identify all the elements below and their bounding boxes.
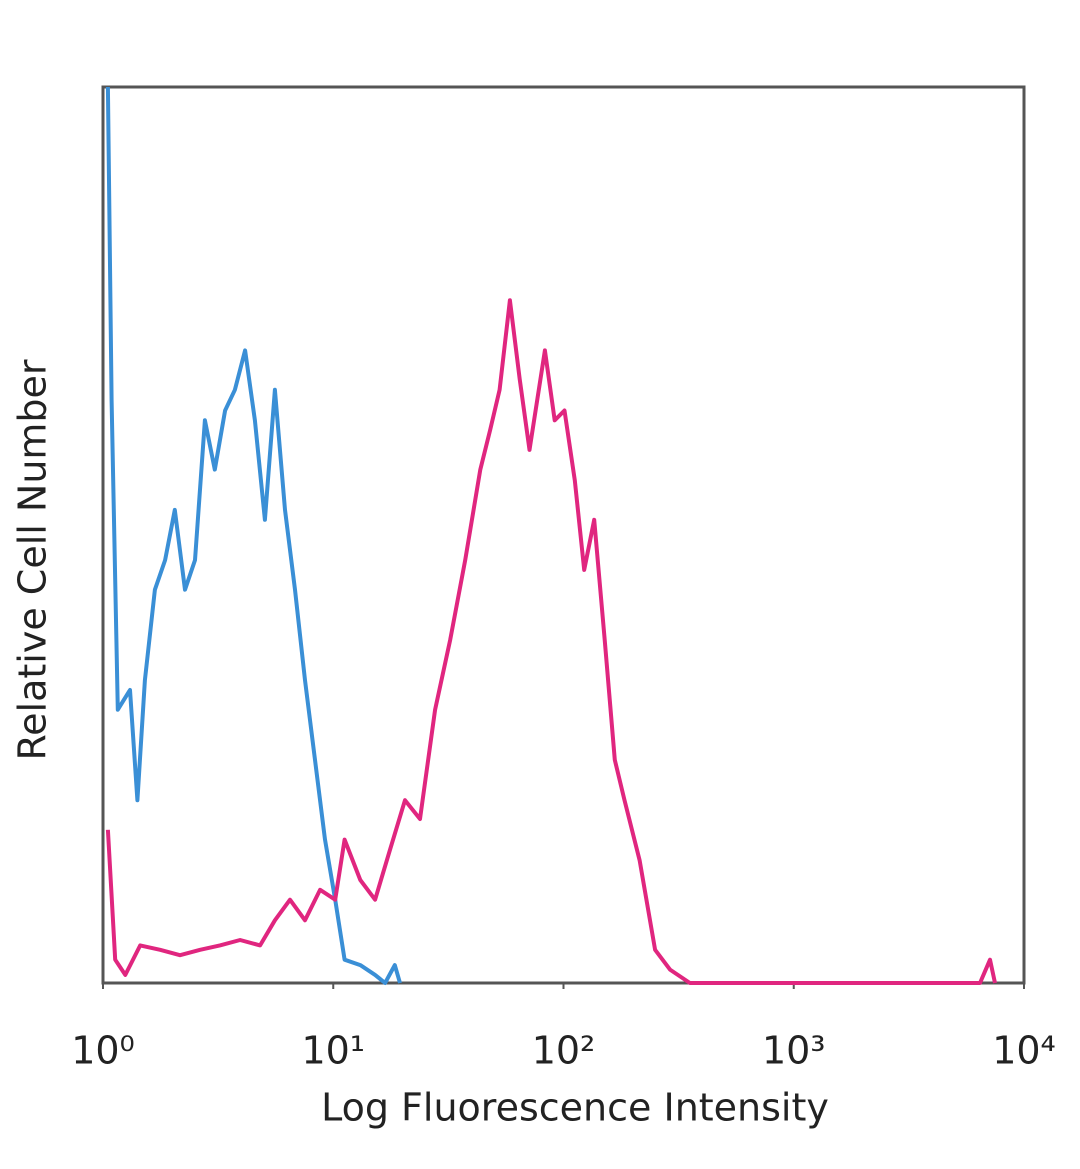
x-axis-label: Log Fluorescence Intensity [321, 1086, 829, 1130]
x-tick-label: 10⁰ [71, 1029, 135, 1073]
x-tick-label: 10⁴ [992, 1029, 1056, 1073]
x-tick-label: 10¹ [301, 1029, 365, 1073]
histogram-line [105, 86, 402, 985]
plot-frame [101, 85, 1026, 985]
x-tick-label: 10² [532, 1029, 596, 1073]
y-axis-label: Relative Cell Number [11, 359, 55, 760]
histogram-line [105, 298, 997, 985]
x-tick-label: 10³ [762, 1029, 826, 1073]
